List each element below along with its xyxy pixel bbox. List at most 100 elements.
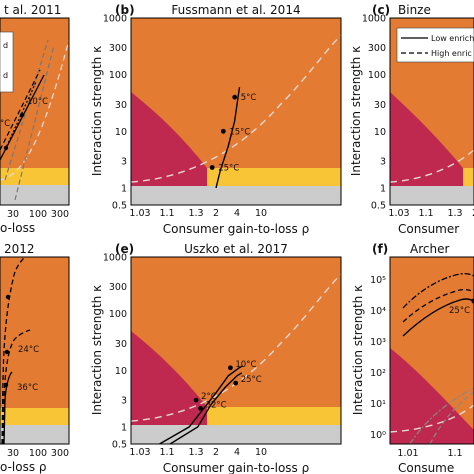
x-tick-label: 2 [472,208,474,219]
region-crimson [390,92,463,186]
x-tick-label: 100 [29,209,47,220]
temp-marker [198,406,204,411]
annotation-label: 5°C [241,93,257,103]
temp-marker [228,365,233,371]
y-tick-label: 0.5 [112,440,127,451]
x-tick-label: 1.3 [188,447,203,458]
panel-c: Low enrich High enric (c) Binze 0.5 1 3 10 3… [349,3,474,236]
region-gray [390,186,474,205]
x-tick-labels: 30 100 300 [7,209,69,220]
annotation-label: 10°C [27,97,48,107]
y-tick-label: 10⁵ [370,275,386,286]
y-tick-label: 1000 [103,253,127,264]
x-tick-label: 1.1 [159,208,174,219]
dashed-boundary [390,404,474,433]
x-tick-label: 10 [255,447,267,458]
panel-label: (c) [372,3,390,17]
annotation-label: 24°C [18,345,39,355]
panel-title: Binze [398,3,431,17]
legend-entry: d [3,71,8,80]
y-tick-labels: 0.5 1 3 10 30 100 300 1000 [103,253,127,451]
panel-a: d d 10°C °C t al. 2011 30 100 300 o-loss [0,3,70,235]
y-tick-label: 10 [115,366,127,377]
temp-marker [3,382,9,388]
plot-frame [389,17,474,206]
y-axis-label: Interaction strength κ [90,285,104,415]
panel-title: 2012 [4,242,35,256]
temp-marker [3,145,9,151]
region-gray [131,425,341,444]
y-tick-label: 300 [109,282,127,293]
x-tick-label: 1.1 [418,208,433,219]
x-tick-labels: 1.01 1.1 [397,448,462,459]
y-tick-label: 10⁴ [370,306,386,317]
x-axis-label: Consumer gain-to-loss ρ [163,461,309,474]
y-tick-label: 30 [374,100,386,111]
y-axis-label: Interaction strength κ [90,46,104,176]
temp-marker [233,380,239,386]
y-tick-label: 1000 [103,14,127,25]
y-tick-label: 30 [115,100,127,111]
dashed-boundary [131,273,341,422]
x-axis-label: Consumer [398,222,459,236]
region-yellow [0,408,69,425]
series-dashed [0,69,41,151]
temp-marker [220,128,226,134]
temp-marker [232,94,238,100]
y-tick-label: 100 [368,70,386,81]
annotation-label: 25°C [218,164,239,174]
x-tick-label: 1.03 [129,447,150,458]
series-gray-dashdot [409,387,474,444]
x-tick-label: 2 [213,447,219,458]
series-solid [215,87,241,189]
x-tick-label: 30 [7,448,19,459]
y-tick-label: 10 [115,127,127,138]
y-axis-label: Interaction strength κ [349,46,363,176]
x-axis-label: o-loss [0,221,35,235]
x-tick-labels: 1.03 1.1 1.3 2 [388,208,474,219]
temp-marker [471,298,474,304]
legend-box [0,31,14,93]
panel-title: Uszko et al. 2017 [184,242,288,256]
legend-entry: Low enrich [431,34,474,43]
series-dashed [1,257,25,444]
y-tick-label: 3 [380,156,386,167]
temp-marker [193,397,199,403]
dashed-boundary [0,39,69,181]
region-crimson [390,348,474,444]
region-crimson [131,331,207,425]
x-axis-label: o-loss ρ [0,460,47,474]
region-gray [0,185,69,205]
x-tick-label: 10 [255,208,267,219]
temp-marker [19,112,25,118]
x-tick-label: 1.1 [159,447,174,458]
y-tick-label: 1 [380,183,386,194]
y-tick-label: 1 [121,183,127,194]
series-dashed [402,288,474,323]
region-yellow [463,168,474,186]
panel-label: (e) [115,242,134,256]
series-solid [159,365,244,444]
y-tick-label: 0.5 [112,201,127,212]
region-yellow [207,407,341,425]
x-tick-label: 300 [51,209,69,220]
y-tick-label: 10³ [370,337,386,348]
y-tick-label: 3 [121,395,127,406]
temp-marker [209,165,215,170]
annotation-label: 15°C [229,127,250,137]
x-tick-labels: 30 100 300 [7,448,69,459]
annotation-label: 10°C [235,360,256,370]
annotation-label: °C [0,119,10,129]
annotation-label: 32°C [206,400,227,410]
y-tick-label: 10¹ [370,399,386,410]
temp-marker [5,294,11,300]
y-tick-label: 30 [115,339,127,350]
y-tick-label: 10 [374,127,386,138]
panel-label: (b) [115,3,135,17]
panel-d: 24°C 36°C 2012 30 100 300 o-loss ρ [0,242,70,474]
series-gray-dashed [429,391,474,444]
series-solid [169,372,243,444]
panel-title: Archer [410,242,449,256]
y-tick-label: 10² [370,368,386,379]
annotation-label: 25°C [449,306,470,316]
